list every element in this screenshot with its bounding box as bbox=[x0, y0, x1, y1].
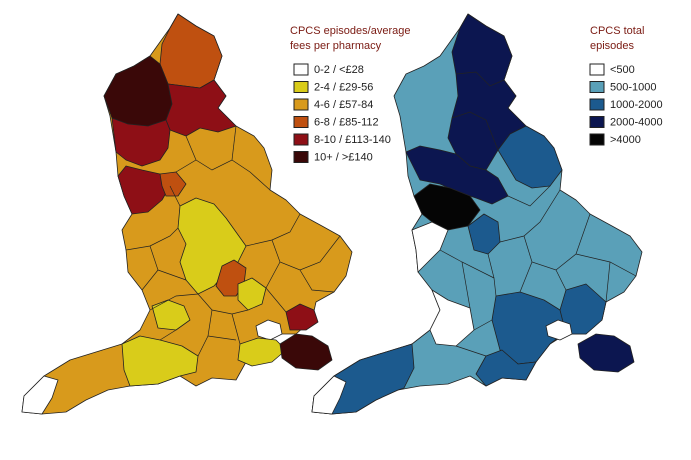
left-legend: CPCS episodes/average fees per pharmacy … bbox=[290, 25, 410, 164]
right-legend-swatch-2 bbox=[590, 99, 604, 110]
left-region-south-yellow bbox=[238, 338, 286, 366]
left-legend-label-2: 4-6 / £57-84 bbox=[314, 99, 373, 111]
left-region-north-belt bbox=[166, 80, 236, 136]
right-legend-swatch-3 bbox=[590, 117, 604, 128]
right-legend-label-4: >4000 bbox=[610, 134, 641, 146]
left-legend-label-4: 8-10 / £113-140 bbox=[314, 134, 391, 146]
left-legend-title-line1: CPCS episodes/average bbox=[290, 25, 410, 37]
left-legend-swatch-2 bbox=[294, 99, 308, 110]
left-legend-items: 0-2 / <£28 2-4 / £29-56 4-6 / £57-84 6-8 / … bbox=[294, 64, 391, 164]
left-legend-label-5: 10+ / >£140 bbox=[314, 152, 373, 164]
right-legend-label-2: 1000-2000 bbox=[610, 99, 663, 111]
left-legend-swatch-4 bbox=[294, 134, 308, 145]
right-legend-items: <500 500-1000 1000-2000 2000-4000 >4000 bbox=[590, 64, 663, 146]
right-legend-swatch-1 bbox=[590, 82, 604, 93]
left-region-northeast bbox=[160, 14, 222, 88]
right-legend-swatch-4 bbox=[590, 134, 604, 145]
right-legend-label-0: <500 bbox=[610, 64, 635, 76]
right-legend-label-3: 2000-4000 bbox=[610, 117, 663, 129]
right-legend-title-line1: CPCS total bbox=[590, 25, 644, 37]
right-region-kent-navy bbox=[578, 334, 634, 372]
right-legend-swatch-0 bbox=[590, 64, 604, 75]
right-legend-title-line2: episodes bbox=[590, 40, 635, 52]
left-legend-swatch-5 bbox=[294, 152, 308, 163]
left-legend-label-1: 2-4 / £29-56 bbox=[314, 82, 373, 94]
left-region-kent-dark bbox=[280, 334, 332, 370]
left-legend-swatch-1 bbox=[294, 82, 308, 93]
left-legend-swatch-0 bbox=[294, 64, 308, 75]
right-legend-label-1: 500-1000 bbox=[610, 82, 657, 94]
left-legend-title-line2: fees per pharmacy bbox=[290, 40, 382, 52]
left-legend-swatch-3 bbox=[294, 117, 308, 128]
right-legend: CPCS total episodes <500 500-1000 1000-200… bbox=[590, 25, 663, 146]
left-legend-label-3: 6-8 / £85-112 bbox=[314, 117, 379, 129]
left-legend-label-0: 0-2 / <£28 bbox=[314, 64, 364, 76]
